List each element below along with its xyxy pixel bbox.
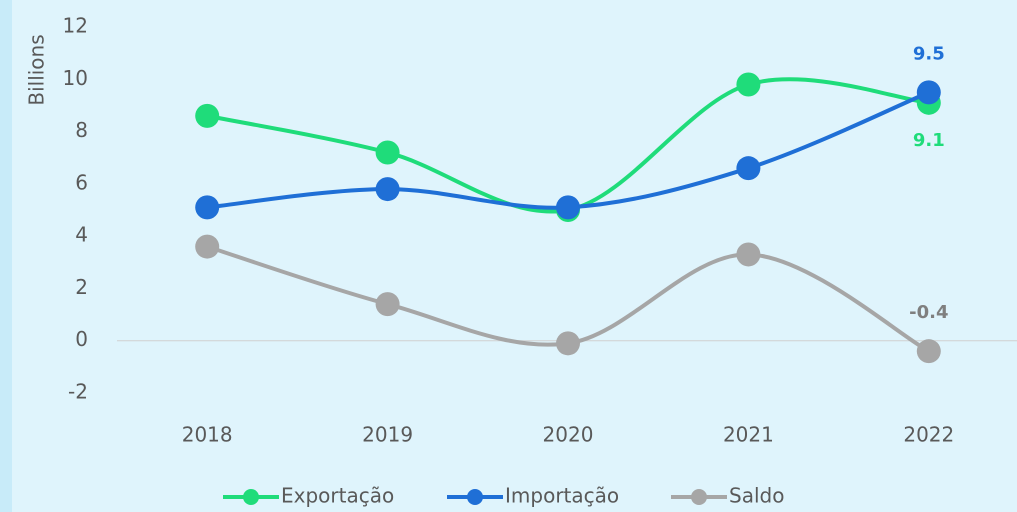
y-tick-label: -2 xyxy=(68,380,88,404)
data-point xyxy=(736,72,761,97)
legend-label: Importação xyxy=(505,484,619,508)
data-label: 9.1 xyxy=(913,130,945,151)
data-point xyxy=(375,177,400,202)
data-point xyxy=(195,234,220,259)
y-tick-label: 12 xyxy=(63,14,88,38)
data-point xyxy=(195,103,220,128)
data-point xyxy=(736,156,761,181)
data-point xyxy=(375,140,400,165)
legend-marker xyxy=(243,489,259,505)
data-point xyxy=(736,242,761,267)
series-line xyxy=(206,90,930,210)
data-point xyxy=(195,195,220,220)
y-tick-label: 10 xyxy=(63,66,88,90)
data-point xyxy=(916,339,941,364)
y-axis-label: Billions xyxy=(25,34,49,105)
legend-marker xyxy=(467,489,483,505)
y-tick-label: 8 xyxy=(75,118,88,142)
data-point xyxy=(556,195,580,220)
side-stripe xyxy=(0,0,12,512)
x-tick-label: 2018 xyxy=(182,423,233,447)
x-tick-label: 2022 xyxy=(903,423,954,447)
data-point xyxy=(375,292,400,317)
x-tick-label: 2021 xyxy=(723,423,774,447)
data-label: 9.5 xyxy=(913,43,945,64)
x-tick-label: 2020 xyxy=(543,423,594,447)
y-tick-label: 2 xyxy=(75,275,88,299)
y-tick-label: 6 xyxy=(75,170,88,194)
legend-label: Exportação xyxy=(281,484,394,508)
legend-marker xyxy=(691,489,707,505)
x-tick-label: 2019 xyxy=(362,423,413,447)
data-label: -0.4 xyxy=(909,302,948,323)
y-tick-label: 4 xyxy=(75,223,88,247)
data-point xyxy=(916,80,941,105)
data-point xyxy=(556,331,580,356)
series-line xyxy=(206,77,930,214)
legend-label: Saldo xyxy=(729,484,784,508)
y-tick-label: 0 xyxy=(75,327,88,351)
